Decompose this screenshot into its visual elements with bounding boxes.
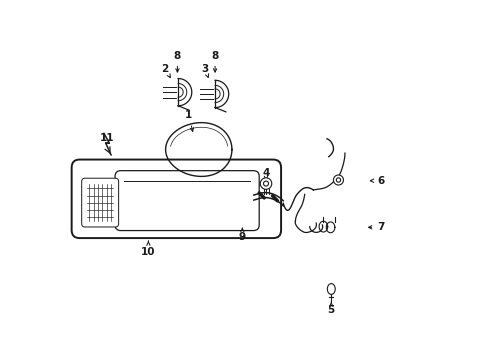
Text: 6: 6	[369, 176, 384, 186]
Circle shape	[260, 178, 271, 189]
FancyBboxPatch shape	[72, 159, 281, 238]
Text: 11: 11	[100, 133, 115, 143]
Circle shape	[333, 175, 343, 185]
Text: 1: 1	[185, 111, 193, 131]
Circle shape	[336, 178, 340, 182]
FancyBboxPatch shape	[115, 171, 259, 230]
Text: 4: 4	[262, 168, 269, 181]
Text: 8: 8	[173, 51, 181, 61]
Text: 8: 8	[211, 51, 218, 61]
Text: 9: 9	[238, 228, 245, 242]
Text: 2: 2	[161, 64, 170, 77]
Text: 7: 7	[368, 222, 384, 232]
Circle shape	[263, 181, 268, 186]
Ellipse shape	[326, 284, 335, 294]
Text: 3: 3	[201, 64, 208, 77]
Text: 5: 5	[327, 302, 334, 315]
FancyBboxPatch shape	[81, 178, 119, 227]
Text: 10: 10	[141, 241, 155, 257]
